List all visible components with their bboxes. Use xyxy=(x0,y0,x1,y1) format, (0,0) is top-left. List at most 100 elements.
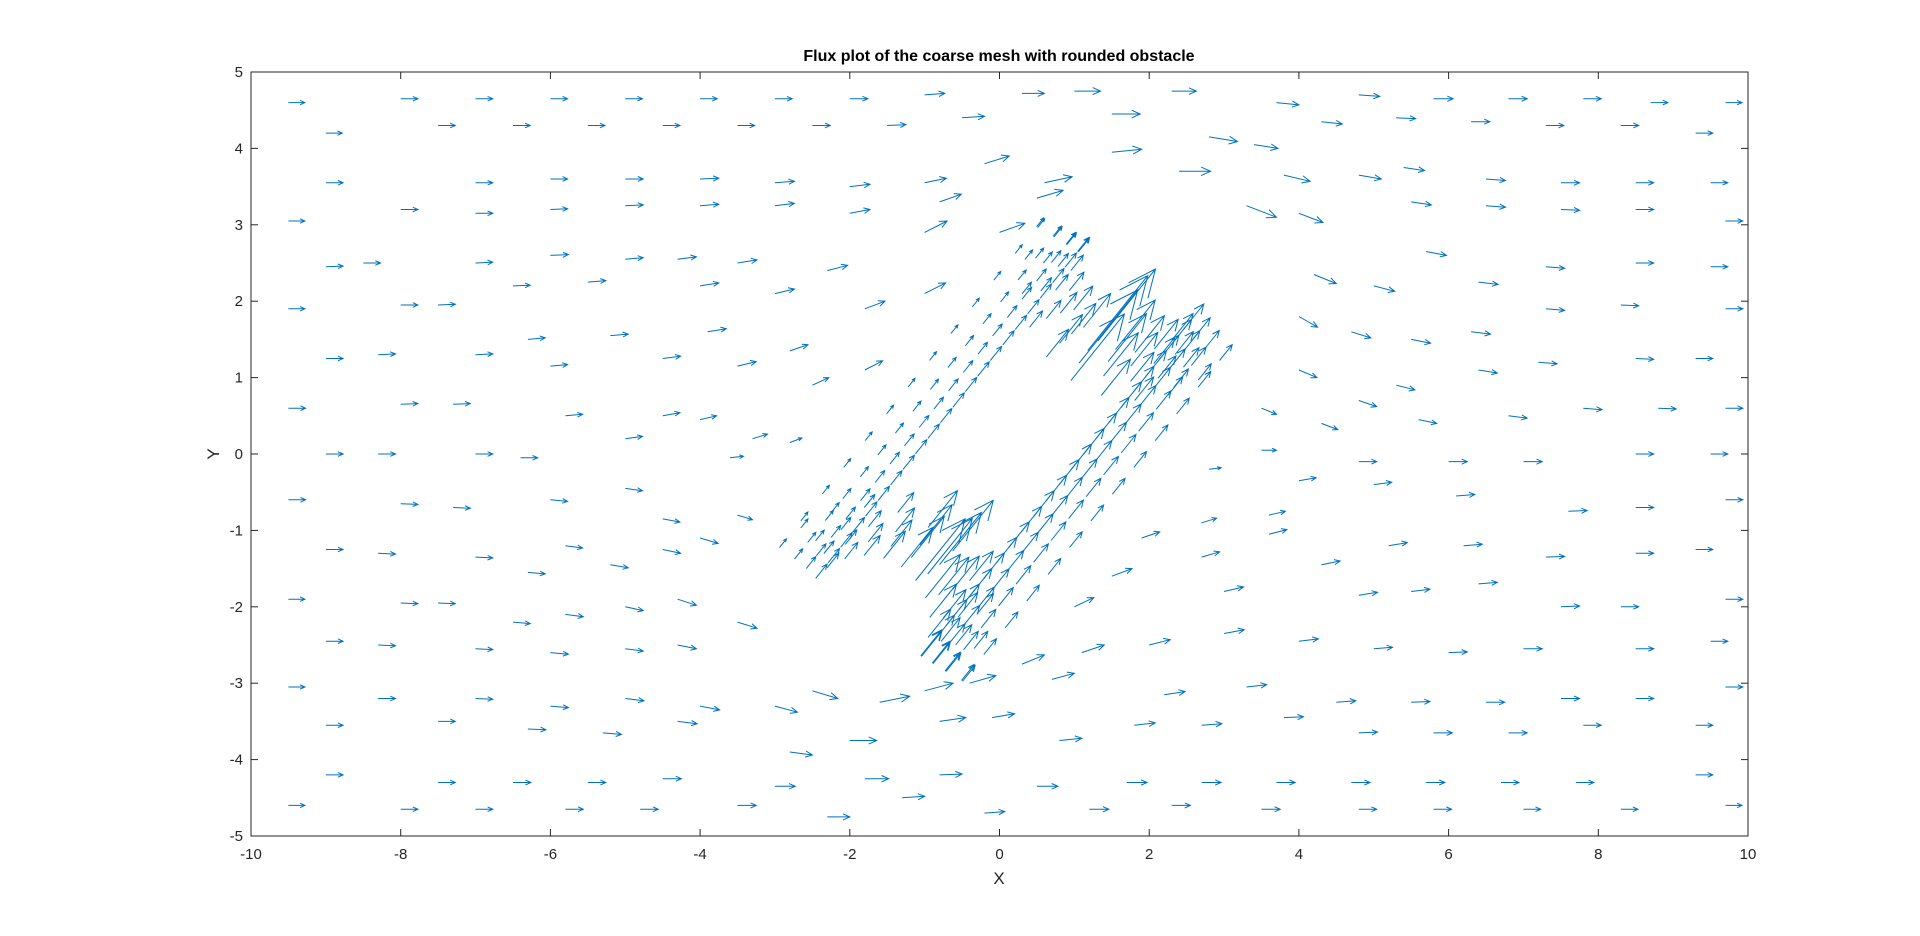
flux-arrow xyxy=(1426,779,1447,786)
flux-arrow xyxy=(1725,596,1745,602)
flux-arrow xyxy=(1560,207,1581,214)
flux-arrow xyxy=(1478,280,1500,287)
mesh-flux-arrow xyxy=(895,422,905,434)
mesh-flux-arrow xyxy=(952,499,995,552)
flux-arrow xyxy=(1478,369,1499,376)
flux-arrow xyxy=(962,113,986,121)
flux-arrow xyxy=(1388,540,1409,547)
flux-arrow xyxy=(587,779,608,786)
mesh-flux-arrow xyxy=(1059,313,1084,344)
mesh-flux-arrow xyxy=(863,493,876,508)
flux-arrow xyxy=(849,95,870,102)
flux-arrow xyxy=(1560,179,1581,186)
flux-arrow xyxy=(939,193,963,203)
y-tick-label: -4 xyxy=(230,752,243,769)
x-tick-label: -2 xyxy=(843,846,856,863)
mesh-flux-arrow xyxy=(807,531,817,543)
mesh-flux-arrow xyxy=(931,640,951,664)
flux-arrow xyxy=(1545,264,1566,271)
plot-background xyxy=(251,72,1748,836)
flux-arrow xyxy=(1396,384,1417,392)
flux-arrow xyxy=(1426,251,1448,258)
mesh-flux-arrow xyxy=(886,404,895,415)
flux-arrow xyxy=(625,606,645,613)
mesh-flux-arrow xyxy=(1153,336,1176,364)
flux-arrow xyxy=(550,206,569,212)
flux-arrow xyxy=(707,326,728,333)
mesh-flux-arrow xyxy=(840,516,852,531)
flux-arrow xyxy=(737,122,756,129)
flux-arrow xyxy=(924,176,948,184)
flux-arrow xyxy=(513,779,533,786)
flux-arrow xyxy=(325,355,345,362)
x-tick-label: 6 xyxy=(1444,846,1452,863)
axes-box xyxy=(250,71,1749,837)
flux-arrow xyxy=(288,405,307,411)
flux-arrow xyxy=(1164,689,1187,696)
mesh-flux-arrow xyxy=(1014,314,1028,330)
flux-arrow xyxy=(1051,671,1076,680)
flux-arrow xyxy=(849,181,872,189)
flux-arrow xyxy=(625,647,645,654)
flux-arrow xyxy=(924,90,947,98)
flux-arrow xyxy=(812,122,832,129)
flux-arrow xyxy=(1695,546,1715,553)
mesh-flux-arrow xyxy=(1167,375,1184,396)
mesh-flux-arrow xyxy=(779,537,788,548)
flux-arrow xyxy=(1179,166,1212,177)
flux-arrow xyxy=(475,451,495,457)
flux-arrow xyxy=(1373,480,1393,486)
flux-arrow xyxy=(1508,95,1529,102)
flux-arrow xyxy=(325,263,345,270)
flux-arrow xyxy=(1021,654,1046,665)
mesh-flux-arrow xyxy=(815,563,828,579)
flux-arrow xyxy=(1620,806,1640,813)
flux-arrow xyxy=(610,564,630,570)
flux-arrow xyxy=(550,498,569,504)
flux-arrow xyxy=(1358,590,1379,597)
flux-arrow xyxy=(378,451,397,457)
mesh-flux-arrow xyxy=(993,270,1002,281)
mesh-flux-arrow xyxy=(1070,254,1085,271)
flux-arrow xyxy=(625,95,644,102)
flux-arrow xyxy=(325,451,345,457)
flux-arrow xyxy=(1246,682,1268,689)
flux-arrow xyxy=(565,544,584,551)
mesh-flux-arrow xyxy=(940,616,961,642)
x-tick-label: -8 xyxy=(394,846,407,863)
flux-arrow xyxy=(662,518,682,524)
mesh-flux-arrow xyxy=(877,443,887,456)
y-tick-label: 0 xyxy=(235,446,243,463)
flux-arrow xyxy=(1695,355,1715,362)
mesh-flux-arrow xyxy=(920,629,943,657)
mesh-flux-arrow xyxy=(989,345,1003,361)
flux-arrow xyxy=(1111,145,1143,155)
mesh-flux-arrow xyxy=(1085,477,1102,498)
mesh-flux-arrow xyxy=(868,509,882,528)
flux-arrow xyxy=(1650,99,1670,106)
mesh-flux-arrow xyxy=(1154,423,1169,442)
mesh-flux-arrow xyxy=(963,630,980,651)
mesh-flux-arrow xyxy=(1051,249,1062,263)
flux-arrow xyxy=(1336,698,1358,705)
flux-arrow xyxy=(400,401,420,407)
mesh-flux-arrow xyxy=(971,297,981,308)
flux-arrow xyxy=(550,704,570,711)
flux-arrow xyxy=(453,505,472,511)
flux-arrow xyxy=(1725,684,1745,690)
flux-arrow xyxy=(1396,115,1417,122)
flux-arrow xyxy=(475,351,495,357)
mesh-flux-arrow xyxy=(1014,243,1023,254)
flux-arrow xyxy=(1298,369,1319,379)
mesh-flux-arrow xyxy=(1065,231,1077,245)
y-tick-label: -2 xyxy=(230,599,243,616)
flux-arrow xyxy=(1171,87,1198,95)
flux-arrow xyxy=(1448,458,1469,465)
x-tick-label: 4 xyxy=(1295,846,1303,863)
flux-arrow xyxy=(827,263,849,272)
flux-arrow xyxy=(1351,331,1372,340)
mesh-flux-arrow xyxy=(1024,248,1034,260)
y-tick-label: -3 xyxy=(230,675,243,692)
flux-arrow xyxy=(1044,174,1074,184)
